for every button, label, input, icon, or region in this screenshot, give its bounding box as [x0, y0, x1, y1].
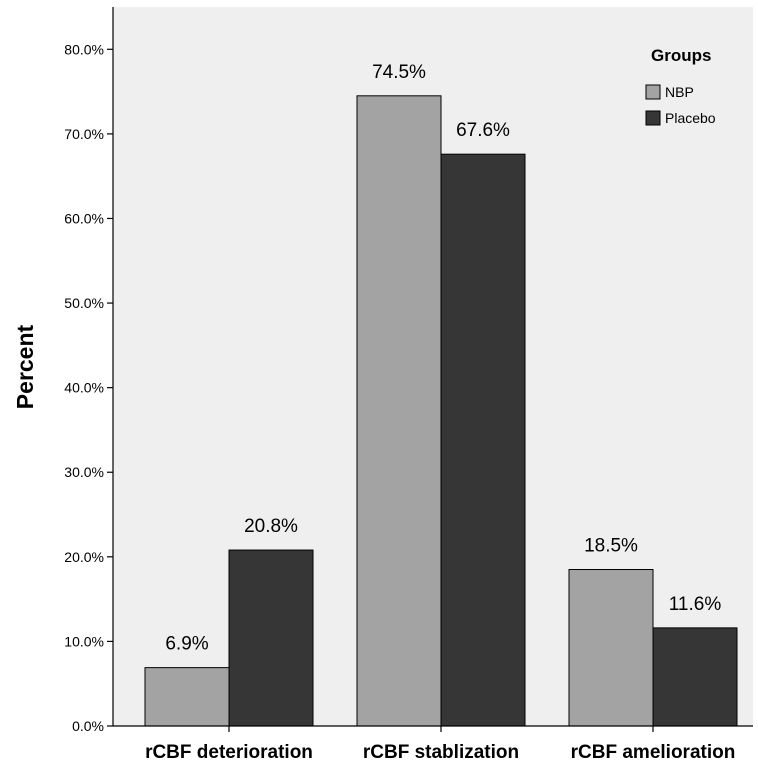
legend-label-placebo: Placebo — [665, 110, 716, 126]
bar-placebo — [228, 549, 314, 727]
y-axis-title: Percent — [12, 324, 38, 409]
bar-placebo — [652, 627, 738, 727]
x-category-label: rCBF amelioration — [571, 742, 736, 763]
bar-nbp — [356, 95, 442, 727]
bar-nbp — [144, 667, 230, 727]
bar-nbp — [568, 569, 654, 727]
data-label-nbp: 6.9% — [165, 634, 208, 655]
y-tick-label: 10.0% — [64, 633, 104, 649]
y-tick-label: 20.0% — [64, 549, 104, 565]
x-category-label: rCBF stablization — [363, 742, 519, 763]
legend: Groups NBP Placebo — [645, 46, 716, 126]
y-tick-label: 80.0% — [64, 41, 104, 57]
y-tick-label: 40.0% — [64, 380, 104, 396]
data-label-placebo: 67.6% — [456, 120, 510, 141]
y-tick-label: 0.0% — [72, 718, 104, 734]
bars-layer — [144, 95, 738, 727]
data-label-placebo: 11.6% — [669, 594, 722, 615]
data-label-placebo: 20.8% — [244, 516, 298, 537]
data-label-nbp: 74.5% — [372, 62, 426, 83]
y-tick-label: 70.0% — [64, 126, 104, 142]
legend-label-nbp: NBP — [665, 84, 694, 100]
legend-title: Groups — [651, 46, 711, 65]
legend-swatch-nbp — [645, 84, 661, 100]
y-tick-label: 50.0% — [64, 295, 104, 311]
x-ticks-layer: rCBF deterioration rCBF stablization rCBF … — [145, 726, 735, 763]
y-tick-label: 30.0% — [64, 464, 104, 480]
legend-swatch-placebo — [645, 110, 661, 126]
y-ticks-layer: 0.0% 10.0% 20.0% 30.0% 40.0% 50.0% 60.0% 70.0% 8… — [64, 41, 113, 734]
bar-placebo — [440, 153, 526, 727]
x-category-label: rCBF deterioration — [145, 742, 313, 763]
data-label-nbp: 18.5% — [584, 536, 638, 557]
data-labels-layer: 6.9% 74.5% 18.5% 20.8% 67.6% 11.6% — [165, 62, 721, 655]
y-tick-label: 60.0% — [64, 210, 104, 226]
